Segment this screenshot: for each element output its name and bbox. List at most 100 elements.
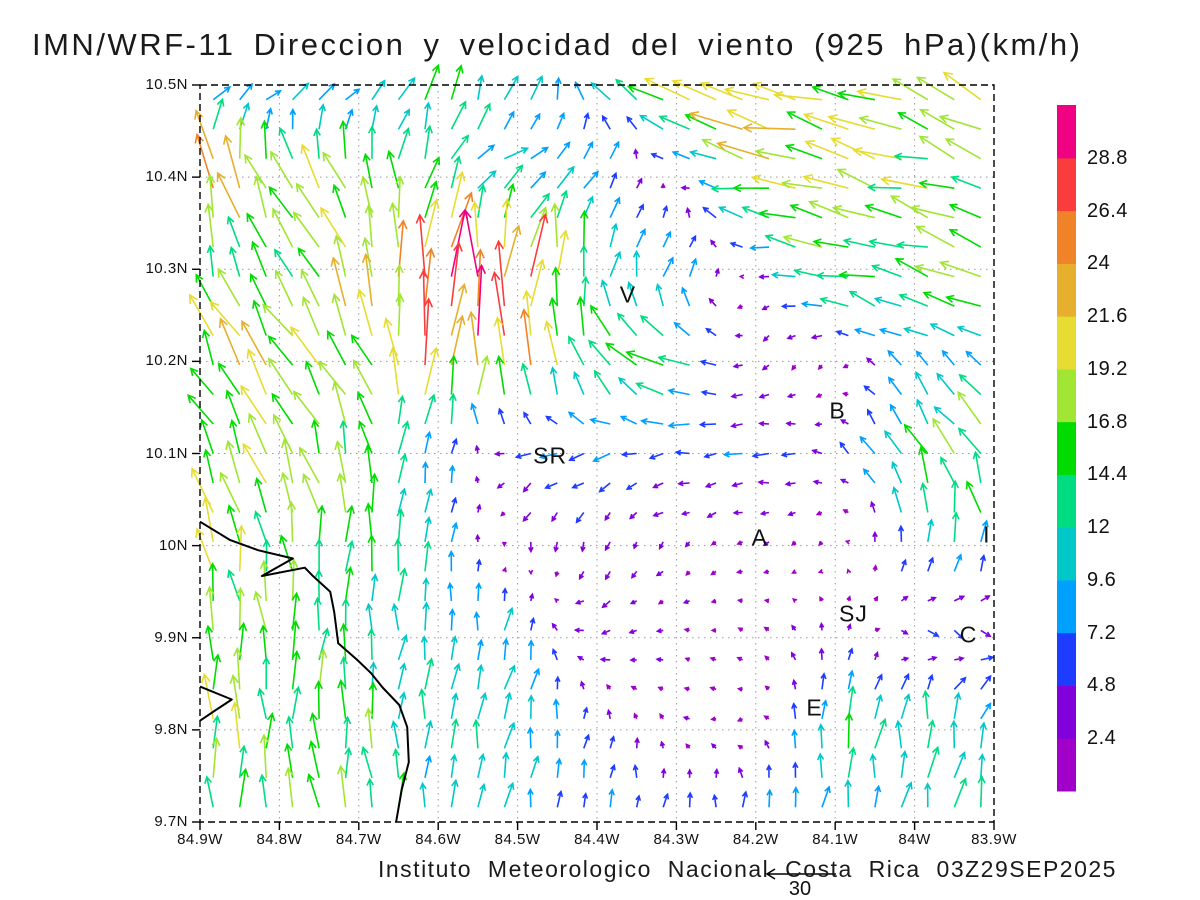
wind-arrow [222,134,241,189]
wind-arrow [655,570,664,577]
wind-arrow [898,293,929,307]
wind-arrow [530,74,543,101]
wind-arrow [688,149,717,160]
wind-arrow [418,687,427,719]
wind-arrow [635,794,642,808]
wind-arrow [957,390,982,425]
wind-arrow [846,568,852,574]
wind-arrow [633,712,639,720]
wind-arrow [710,598,717,604]
wind-arrow [543,320,559,366]
wind-arrow [530,755,540,779]
wind-arrow [225,439,241,484]
wind-arrow [551,647,559,661]
wind-arrow [900,558,907,572]
wind-arrow [344,504,355,543]
wind-arrow [528,569,534,576]
wind-arrow [723,86,770,101]
wind-arrow [601,114,611,130]
wind-arrow [530,146,549,160]
wind-arrow [527,787,534,808]
lat-tick-label: 9.9N [154,628,188,646]
wind-arrow [450,496,458,513]
wind-arrow [290,619,300,660]
wind-arrow [699,81,743,101]
wind-arrow [188,293,214,336]
wind-arrow [450,134,470,160]
wind-arrow [229,245,241,277]
wind-arrow [253,175,267,218]
wind-arrow [503,781,515,808]
wind-arrow [242,442,267,484]
lat-tick-label: 10.5N [145,76,188,93]
wind-arrow [554,675,561,690]
wind-arrow [922,689,930,719]
wind-arrow [397,662,407,690]
wind-arrow [527,541,534,554]
wind-arrow [713,767,720,778]
wind-arrow [549,366,559,395]
wind-arrow [838,270,875,280]
wind-arrow [326,329,347,366]
wind-arrow [762,335,770,342]
wind-arrow [635,203,644,219]
wind-arrow [320,206,347,248]
wind-arrow [450,64,464,100]
wind-arrow [819,595,824,602]
wind-arrow [667,421,690,429]
wind-arrow [604,570,611,581]
wind-arrow [418,268,429,336]
colorbar-segment [1057,738,1076,792]
wind-arrow [889,403,903,425]
wind-arrow [495,354,506,395]
wind-arrow [662,204,669,218]
wind-arrow [397,452,408,484]
wind-arrow [576,655,585,661]
wind-arrow [891,485,903,513]
wind-arrow [791,540,797,546]
wind-arrow [450,100,467,130]
wind-arrow [551,512,558,523]
wind-arrow [953,676,967,690]
city-label: V [619,281,637,308]
wind-arrow [764,655,770,661]
wind-arrow [737,744,744,750]
lat-tick-label: 10.3N [145,260,188,278]
wind-arrow [900,749,908,778]
wind-arrow [758,273,770,280]
wind-arrow [422,601,431,631]
wind-arrow [628,628,637,635]
wind-arrow [573,371,585,395]
wind-arrow [940,456,956,484]
wind-arrow [474,444,480,454]
wind-arrow [604,512,611,522]
colorbar-segment [1057,210,1076,264]
wind-arrow [685,206,692,218]
wind-arrow [270,150,294,189]
wind-arrow [901,656,910,662]
wind-arrow [978,752,986,778]
wind-arrow [241,319,267,366]
wind-arrow [953,691,962,719]
wind-arrow [685,570,691,576]
wind-arrow [815,393,823,398]
wind-arrow [396,507,405,542]
wind-arrow [556,165,575,189]
wind-arrow [919,481,929,513]
wind-arrow [383,317,400,366]
wind-arrow [786,393,796,399]
wind-arrow [526,726,534,749]
wind-arrow [568,452,585,462]
wind-arrow [332,183,347,218]
reference-arrow-label: 30 [788,878,812,900]
wind-arrow [820,672,827,690]
wind-arrow [948,203,982,219]
wind-arrow [791,624,797,631]
wind-arrow [238,767,249,808]
wind-arrow [710,627,717,633]
wind-arrow [785,420,796,427]
wind-arrow [285,715,294,749]
wind-arrow [980,674,992,690]
colorbar-tick-label: 9.6 [1087,568,1117,591]
city-label: SJ [839,600,868,627]
